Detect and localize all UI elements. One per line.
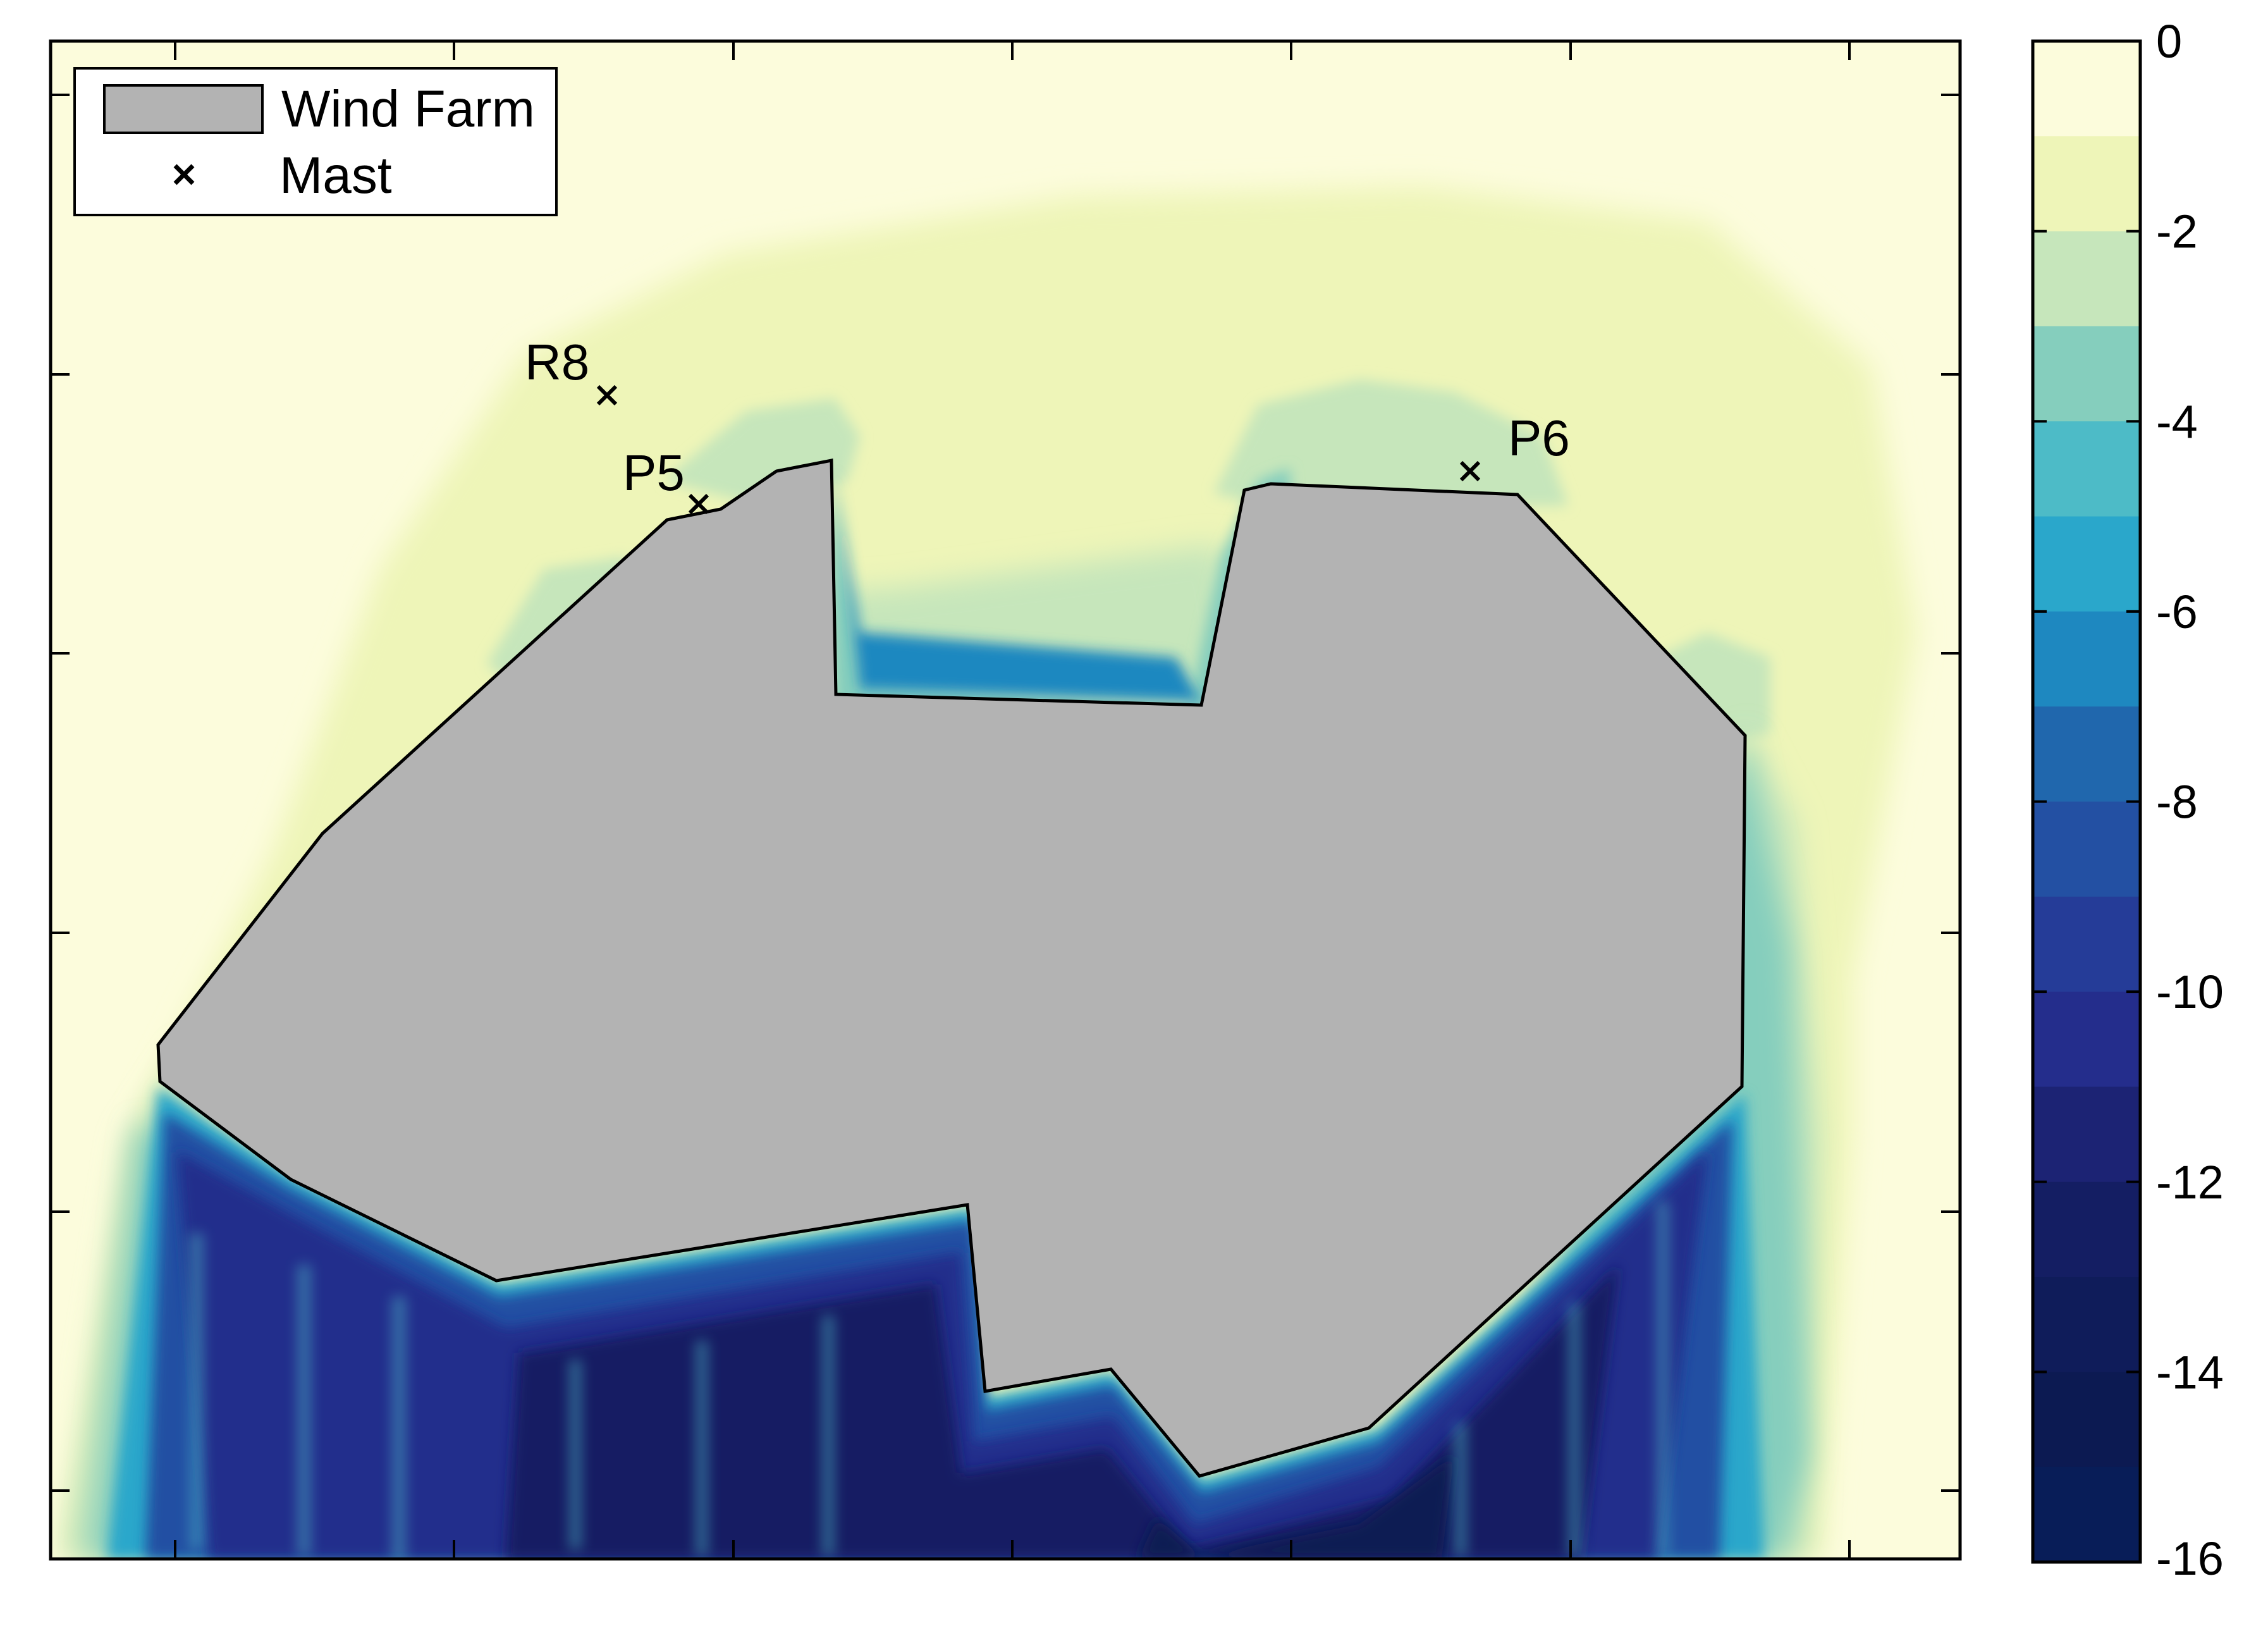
colorbar-tick-label-7: -14 bbox=[2156, 1346, 2224, 1398]
colorbar-ticks: 0 -2 -4 -6 -8 -10 -12 -14 -16 bbox=[2033, 15, 2224, 1585]
contour-field bbox=[63, 187, 1916, 1559]
colorbar-tick-label-1: -2 bbox=[2156, 206, 2198, 258]
colorbar-level-9 bbox=[2033, 896, 2140, 992]
colorbar-level-11 bbox=[2033, 1086, 2140, 1183]
colorbar-level-14 bbox=[2033, 1372, 2140, 1468]
colorbar-level-3 bbox=[2033, 326, 2140, 422]
colorbar-tick-label-5: -10 bbox=[2156, 966, 2224, 1018]
colorbar-tick-label-4: -8 bbox=[2156, 776, 2198, 828]
mast-marker-p5 bbox=[688, 493, 709, 515]
colorbar-level-5 bbox=[2033, 516, 2140, 612]
contour-level-3e bbox=[1657, 632, 1770, 746]
colorbar-level-10 bbox=[2033, 992, 2140, 1087]
mast-label-p5: P5 bbox=[623, 445, 685, 501]
colorbar-tick-label-8: -16 bbox=[2156, 1532, 2224, 1585]
wake-streaks bbox=[190, 1202, 1669, 1559]
colorbar-level-13 bbox=[2033, 1277, 2140, 1372]
legend-wind-farm-swatch bbox=[103, 84, 264, 134]
contour-level-6b bbox=[835, 468, 1201, 702]
colorbar-level-1 bbox=[2033, 136, 2140, 232]
axis-ticks bbox=[51, 41, 1960, 1559]
contour-level-15 bbox=[1138, 1455, 1454, 1559]
colorbar-level-7 bbox=[2033, 706, 2140, 802]
legend-mast-x-icon bbox=[173, 164, 195, 185]
legend: Wind Farm Mast bbox=[73, 67, 558, 216]
mast-label-p6: P6 bbox=[1508, 410, 1570, 466]
mast-label-r8: R8 bbox=[525, 334, 589, 390]
colorbar: 0 -2 -4 -6 -8 -10 -12 -14 -16 bbox=[2031, 15, 2224, 1585]
colorbar-tick-label-3: -6 bbox=[2156, 586, 2198, 638]
colorbar-level-4 bbox=[2033, 421, 2140, 517]
colorbar-level-15 bbox=[2033, 1467, 2140, 1563]
plot-area bbox=[49, 39, 1962, 1561]
mast-marker-p6 bbox=[1459, 460, 1481, 482]
colorbar-levels bbox=[2033, 41, 2140, 1563]
contour-level-3c bbox=[1214, 379, 1568, 506]
colorbar-tick-label-6: -12 bbox=[2156, 1156, 2224, 1209]
legend-mast-label: Mast bbox=[279, 147, 392, 204]
contour-level-13 bbox=[506, 1265, 1619, 1559]
colorbar-level-12 bbox=[2033, 1181, 2140, 1277]
colorbar-level-8 bbox=[2033, 801, 2140, 897]
colorbar-level-0 bbox=[2033, 41, 2140, 137]
colorbar-tick-label-0: 0 bbox=[2156, 15, 2182, 68]
colorbar-level-6 bbox=[2033, 611, 2140, 707]
plot-frame bbox=[49, 39, 1962, 1561]
mast-markers: R8 P5 P6 bbox=[525, 334, 1570, 515]
colorbar-tick-label-2: -4 bbox=[2156, 395, 2198, 448]
wind-farm-area bbox=[156, 458, 1747, 1478]
mast-marker-r8 bbox=[596, 385, 618, 406]
legend-wind-farm-label: Wind Farm bbox=[281, 80, 535, 138]
colorbar-level-2 bbox=[2033, 231, 2140, 327]
